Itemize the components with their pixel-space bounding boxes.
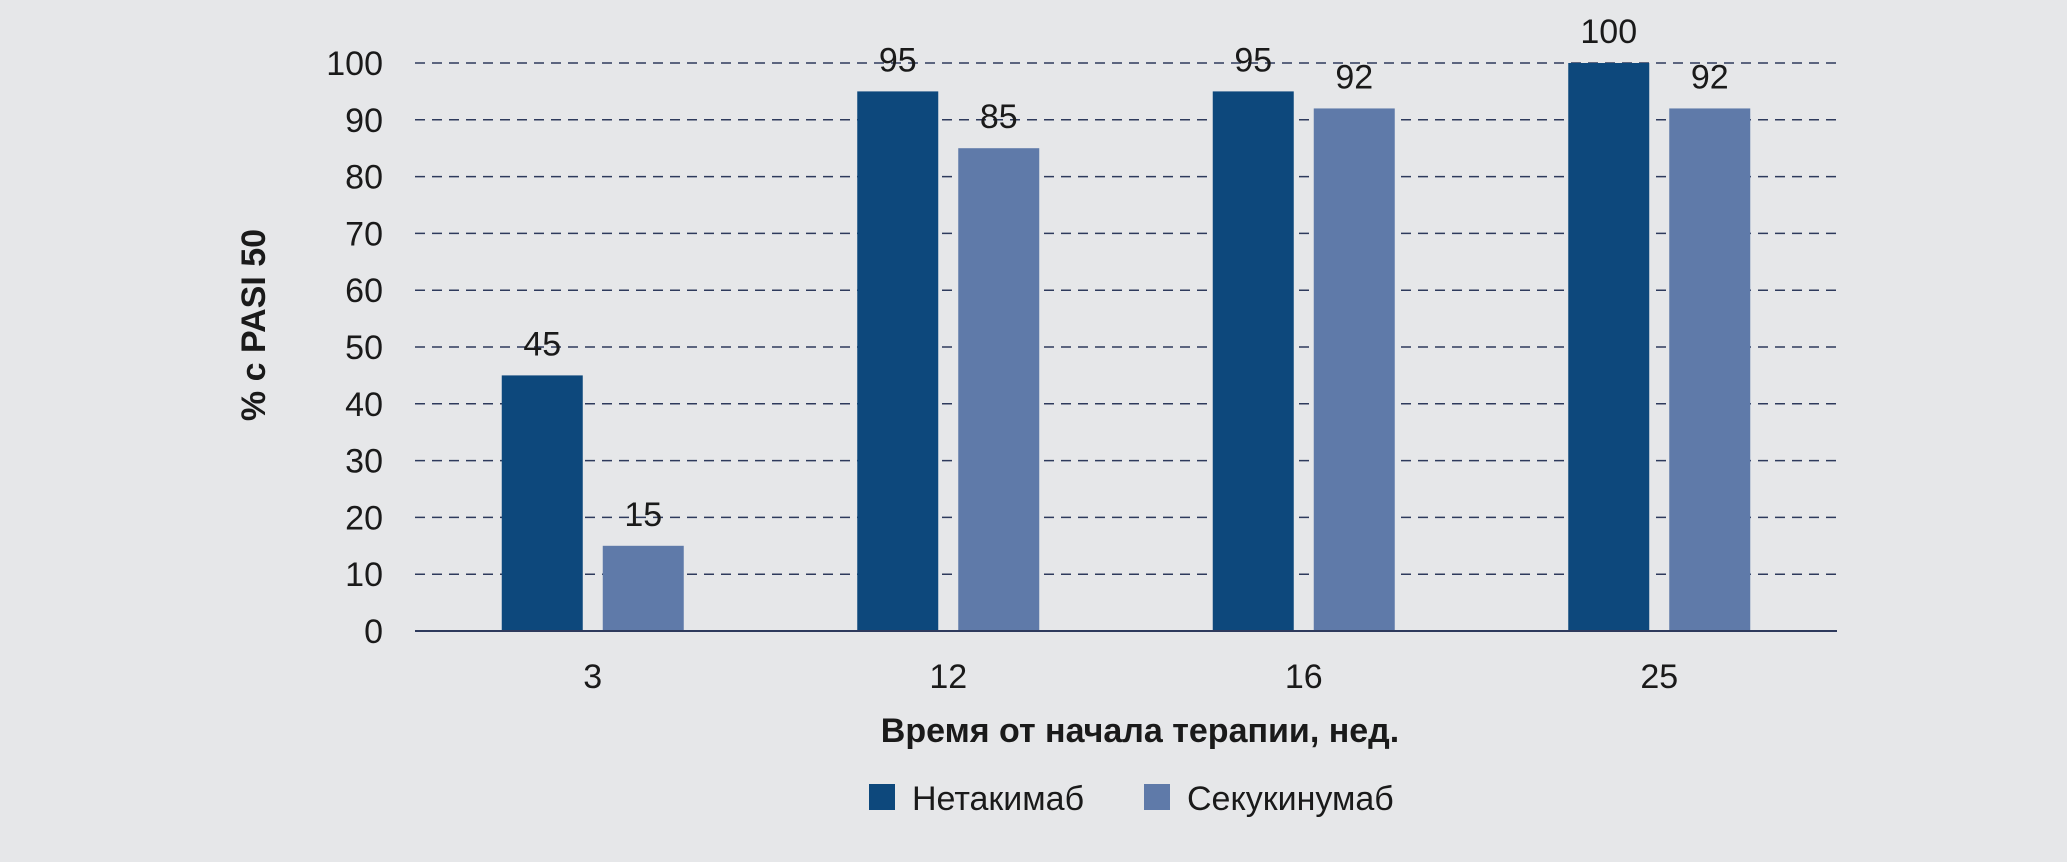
x-axis-title: Время от начала терапии, нед. [881,712,1399,750]
y-tick-label-100: 100 [326,45,383,83]
legend-swatch-secukinumab [1144,784,1170,810]
legend-label-netakimab: Нетакимаб [912,780,1084,818]
bar-secukinumab-3 [602,545,684,631]
y-axis-title: % с PASI 50 [235,229,273,421]
bar-netakimab-25 [1568,63,1650,631]
x-tick-label-12: 12 [929,658,967,696]
data-label-secukinumab-16: 92 [1335,58,1373,96]
data-label-secukinumab-12: 85 [980,98,1018,136]
x-tick-label-3: 3 [583,658,602,696]
data-labels: 45 15 95 85 95 92 100 92 [523,13,1728,534]
bars [501,63,1751,631]
y-tick-label-50: 50 [345,329,383,367]
x-tick-labels: 3 12 16 25 [583,658,1678,696]
data-label-secukinumab-3: 15 [624,496,662,534]
legend-swatch-netakimab [869,784,895,810]
y-tick-label-80: 80 [345,159,383,197]
data-label-netakimab-25: 100 [1580,13,1637,51]
y-tick-label-60: 60 [345,272,383,310]
bar-secukinumab-16 [1313,108,1395,631]
data-label-netakimab-12: 95 [879,41,917,79]
legend-label-secukinumab: Секукинумаб [1187,780,1394,818]
y-tick-label-70: 70 [345,215,383,253]
bar-netakimab-16 [1212,91,1294,631]
data-label-netakimab-16: 95 [1234,41,1272,79]
data-label-netakimab-3: 45 [523,325,561,363]
y-tick-label-20: 20 [345,499,383,537]
legend: Нетакимаб Секукинумаб [869,780,1394,818]
y-tick-label-40: 40 [345,386,383,424]
bar-secukinumab-25 [1669,108,1751,631]
y-tick-label-0: 0 [364,613,383,651]
bar-netakimab-3 [501,375,583,631]
x-tick-label-25: 25 [1640,658,1678,696]
y-tick-labels: 0 10 20 30 40 50 60 70 80 90 100 [326,45,383,651]
bar-netakimab-12 [857,91,939,631]
y-tick-label-90: 90 [345,102,383,140]
y-tick-label-10: 10 [345,556,383,594]
x-tick-label-16: 16 [1285,658,1323,696]
data-label-secukinumab-25: 92 [1691,58,1729,96]
y-tick-label-30: 30 [345,443,383,481]
bar-secukinumab-12 [958,148,1040,631]
